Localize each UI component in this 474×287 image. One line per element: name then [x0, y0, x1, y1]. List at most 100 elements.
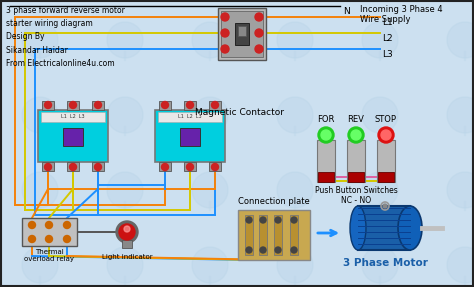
Circle shape	[362, 172, 398, 208]
Bar	[378, 172, 394, 182]
Circle shape	[362, 97, 398, 133]
Text: L1: L1	[382, 18, 393, 27]
Circle shape	[162, 102, 168, 108]
Bar	[22, 218, 77, 246]
Text: 3 Phase Motor: 3 Phase Motor	[343, 258, 428, 268]
Bar	[245, 215, 253, 255]
Bar	[235, 23, 249, 45]
Bar	[122, 240, 132, 248]
Circle shape	[255, 13, 263, 21]
Circle shape	[22, 247, 58, 283]
Bar	[184, 101, 196, 110]
Circle shape	[221, 45, 229, 53]
Circle shape	[64, 222, 71, 228]
Bar	[317, 140, 335, 182]
Text: Magnetic Contactor: Magnetic Contactor	[195, 108, 284, 117]
Text: L3: L3	[382, 50, 393, 59]
Text: L1  L2  L3: L1 L2 L3	[61, 115, 85, 119]
Circle shape	[277, 247, 313, 283]
Text: FOR: FOR	[317, 115, 335, 124]
Circle shape	[255, 29, 263, 37]
Bar	[38, 110, 108, 162]
Bar	[377, 140, 395, 182]
Circle shape	[321, 130, 331, 140]
Ellipse shape	[350, 206, 366, 250]
Circle shape	[64, 236, 71, 243]
Circle shape	[362, 22, 398, 58]
Circle shape	[22, 172, 58, 208]
Circle shape	[277, 172, 313, 208]
Circle shape	[70, 102, 76, 108]
Bar	[358, 206, 410, 250]
Circle shape	[46, 236, 53, 243]
Circle shape	[211, 102, 219, 108]
Circle shape	[291, 247, 297, 253]
Bar	[67, 101, 79, 110]
Bar	[42, 162, 54, 171]
Circle shape	[383, 204, 387, 208]
Circle shape	[28, 236, 36, 243]
Bar	[180, 128, 200, 146]
Bar	[209, 162, 221, 171]
Bar	[63, 128, 83, 146]
Circle shape	[119, 224, 135, 240]
Bar	[159, 101, 171, 110]
Bar	[92, 162, 104, 171]
Circle shape	[246, 217, 252, 223]
Circle shape	[192, 22, 228, 58]
Ellipse shape	[398, 206, 422, 250]
Circle shape	[45, 164, 52, 170]
Circle shape	[221, 13, 229, 21]
Circle shape	[362, 247, 398, 283]
Circle shape	[447, 247, 474, 283]
Bar	[318, 172, 334, 182]
Circle shape	[22, 22, 58, 58]
Circle shape	[192, 97, 228, 133]
Circle shape	[260, 247, 266, 253]
Circle shape	[447, 172, 474, 208]
Circle shape	[186, 164, 193, 170]
Bar	[238, 26, 246, 36]
Bar	[290, 215, 298, 255]
Circle shape	[275, 247, 281, 253]
Circle shape	[192, 247, 228, 283]
Circle shape	[260, 217, 266, 223]
Circle shape	[70, 164, 76, 170]
Text: L2: L2	[382, 34, 392, 43]
Circle shape	[318, 127, 334, 143]
Text: Light indicator: Light indicator	[102, 254, 152, 260]
Circle shape	[28, 222, 36, 228]
Bar	[184, 162, 196, 171]
Circle shape	[447, 22, 474, 58]
Circle shape	[46, 222, 53, 228]
Text: 3 phase forward reverse motor
starter wiring diagram
Design By
Sikandar Haidar
F: 3 phase forward reverse motor starter wi…	[6, 6, 125, 68]
Bar	[41, 112, 105, 122]
Circle shape	[348, 127, 364, 143]
Circle shape	[192, 172, 228, 208]
Bar	[218, 8, 266, 60]
Text: Push Button Switches
NC - NO: Push Button Switches NC - NO	[315, 186, 397, 205]
Circle shape	[246, 247, 252, 253]
Circle shape	[381, 130, 391, 140]
Text: N: N	[343, 7, 350, 16]
Circle shape	[351, 130, 361, 140]
Circle shape	[107, 22, 143, 58]
Bar	[155, 110, 225, 162]
Circle shape	[211, 164, 219, 170]
Text: Incoming 3 Phase 4
Wire Supply: Incoming 3 Phase 4 Wire Supply	[360, 5, 443, 24]
Text: Thermal
overload relay: Thermal overload relay	[24, 249, 74, 262]
Bar	[42, 101, 54, 110]
Circle shape	[277, 97, 313, 133]
Circle shape	[94, 164, 101, 170]
Circle shape	[107, 247, 143, 283]
Circle shape	[45, 102, 52, 108]
Circle shape	[221, 29, 229, 37]
Bar	[274, 215, 282, 255]
Circle shape	[277, 22, 313, 58]
Circle shape	[94, 102, 101, 108]
Circle shape	[186, 102, 193, 108]
Bar	[259, 215, 267, 255]
Bar	[209, 101, 221, 110]
Circle shape	[291, 217, 297, 223]
Bar	[238, 210, 310, 260]
